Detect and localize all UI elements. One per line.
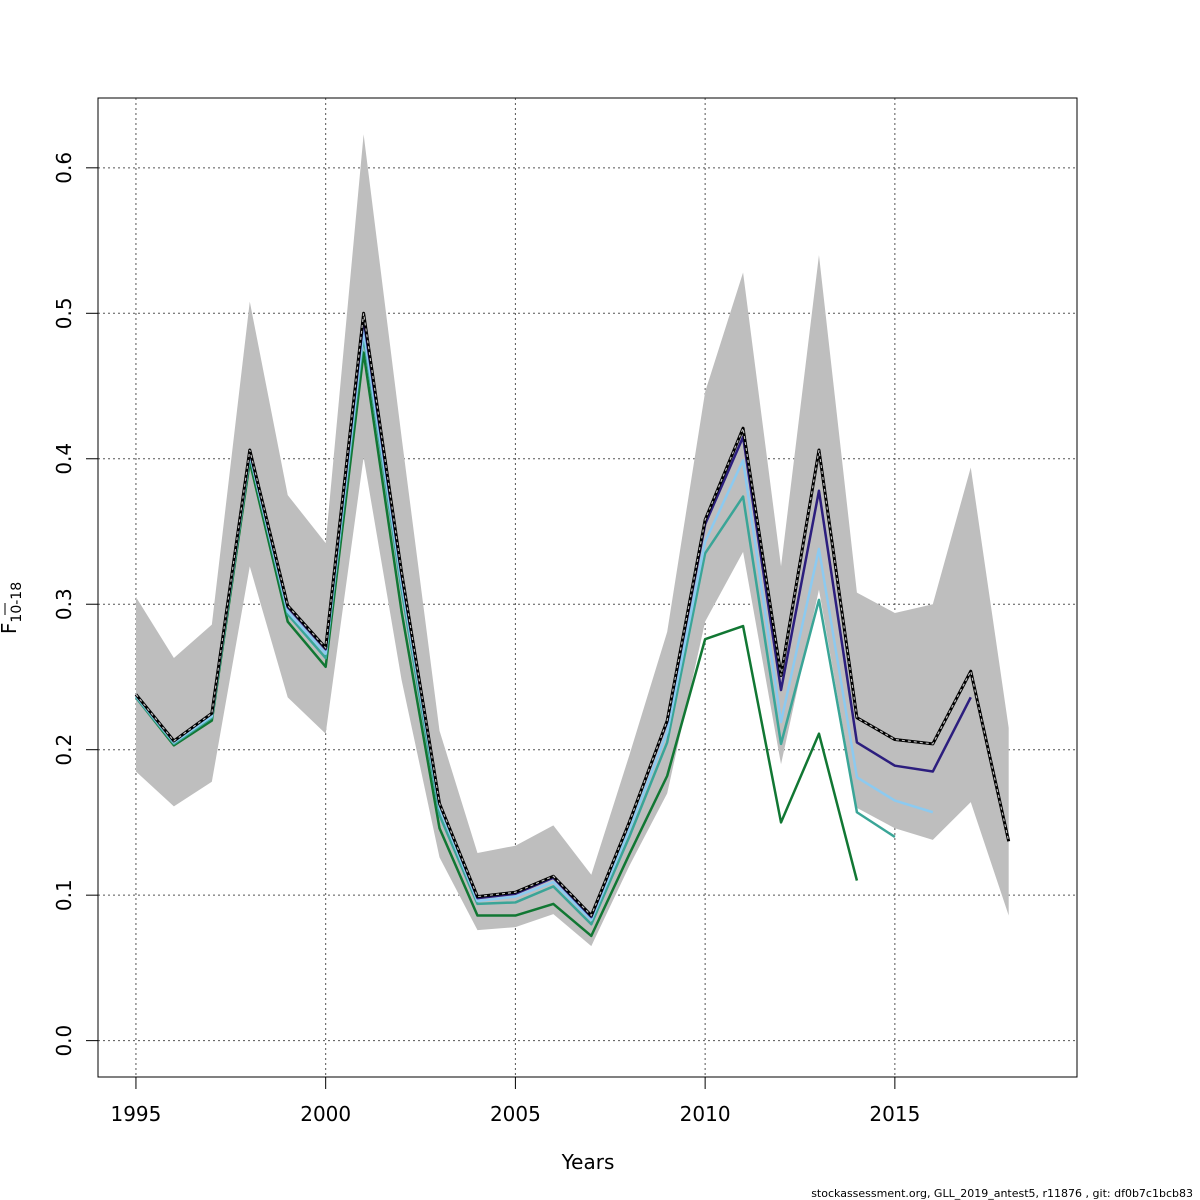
y-tick-label-0.1: 0.1 — [52, 879, 76, 911]
x-tick-label-2015: 2015 — [869, 1102, 920, 1126]
y-axis: 0.0 0.1 0.2 0.3 0.4 0.5 0.6 — [52, 152, 99, 1057]
y-axis-title-subscript: 10-18 — [9, 582, 25, 623]
x-tick-label-2005: 2005 — [490, 1102, 541, 1126]
y-axis-title-main: F — [0, 623, 21, 635]
y-tick-label-0.2: 0.2 — [52, 734, 76, 766]
y-tick-label-0.5: 0.5 — [52, 297, 76, 329]
x-tick-label-2010: 2010 — [680, 1102, 731, 1126]
series-line-2014 — [134, 351, 859, 938]
y-axis-title: F10-18 — [0, 582, 25, 634]
x-tick-label-2000: 2000 — [300, 1102, 351, 1126]
x-axis: 1995 2000 2005 2010 2015 — [110, 1076, 920, 1126]
y-tick-label-0: 0.0 — [52, 1025, 76, 1057]
confidence-band — [135, 134, 1009, 947]
series-group — [134, 311, 1011, 938]
series-line-2018-dash — [135, 313, 1010, 917]
y-tick-label-0.6: 0.6 — [52, 152, 76, 184]
y-tick-label-0.4: 0.4 — [52, 443, 76, 475]
confidence-band-group — [135, 134, 1009, 947]
y-tick-label-0.3: 0.3 — [52, 588, 76, 620]
x-tick-label-1995: 1995 — [110, 1102, 161, 1126]
svg-text:F10-18: F10-18 — [0, 582, 25, 634]
x-axis-title: Years — [561, 1150, 615, 1174]
footer-credit: stockassessment.org, GLL_2019_antest5, r… — [811, 1187, 1193, 1200]
